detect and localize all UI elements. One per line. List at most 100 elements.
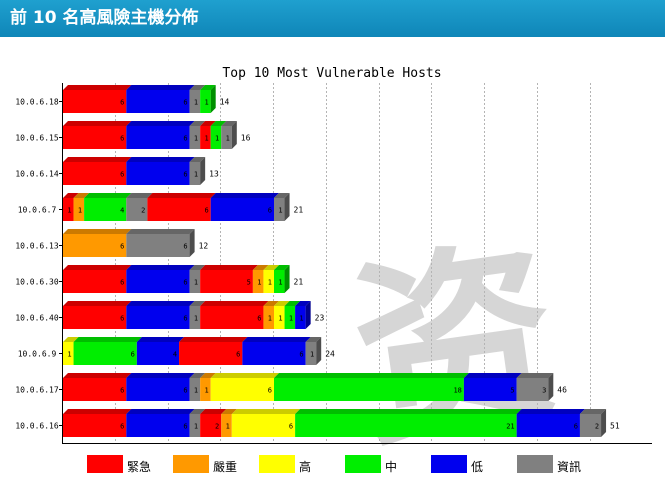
bar-segment-top <box>189 85 206 90</box>
bar-segment <box>200 126 211 149</box>
segment-value-label: 1 <box>194 99 198 107</box>
segment-value-label: 1 <box>194 279 198 287</box>
bar-segment-top <box>126 301 195 306</box>
segment-value-label: 6 <box>183 315 187 323</box>
bar-segment-side <box>284 193 290 221</box>
bar-total-label: 24 <box>325 350 335 359</box>
segment-value-label: 4 <box>120 207 124 215</box>
segment-value-label: 6 <box>183 387 187 395</box>
segment-value-label: 1 <box>78 207 82 215</box>
segment-value-label: 1 <box>194 171 198 179</box>
bar-segment <box>189 306 201 329</box>
segment-value-label: 1 <box>194 135 198 143</box>
bar-segment <box>126 162 190 185</box>
bar-segment-top <box>63 265 132 270</box>
legend-label: 低 <box>471 460 483 474</box>
bar-segment-top <box>200 409 227 414</box>
segment-value-label: 6 <box>120 387 124 395</box>
segment-value-label: 1 <box>204 135 208 143</box>
bar-segment <box>274 198 285 221</box>
segment-value-label: 6 <box>120 279 124 287</box>
bar-segment-top <box>179 337 248 342</box>
bar-segment-top <box>73 193 90 198</box>
chart-title: Top 10 Most Vulnerable Hosts <box>222 66 441 81</box>
segment-value-label: 6 <box>257 315 261 323</box>
bar-segment <box>516 378 549 401</box>
bar-segment-top <box>579 409 607 414</box>
bar-total-label: 46 <box>557 386 567 395</box>
legend-swatch <box>431 455 467 473</box>
bar-segment-side <box>284 265 290 293</box>
bar-segment-top <box>274 373 469 378</box>
segment-value-label: 1 <box>215 135 219 143</box>
bar-segment-top <box>200 85 216 90</box>
segment-value-label: 1 <box>204 99 208 107</box>
bar-segment-top <box>189 301 206 306</box>
segment-value-label: 1 <box>257 279 261 287</box>
watermark-glyph: 资 <box>340 217 570 476</box>
segment-value-label: 1 <box>310 351 314 359</box>
bar-segment-top <box>63 85 132 90</box>
bar-segment <box>126 306 190 329</box>
segment-value-label: 6 <box>183 243 187 251</box>
bar-segment-top <box>263 301 279 306</box>
bar-segment <box>284 306 296 329</box>
segment-value-label: 6 <box>120 423 124 431</box>
legend-label: 中 <box>385 459 397 474</box>
bar-segment <box>263 306 274 329</box>
bar-segment-side <box>548 373 554 401</box>
legend-swatch <box>173 455 209 473</box>
bar-segment <box>252 270 264 293</box>
category-label: 10.0.6.7 <box>18 206 57 215</box>
watermark-logo: 资 <box>340 217 570 476</box>
bar-segment-top <box>189 121 206 126</box>
bar-segment <box>63 342 74 365</box>
segment-value-label: 1 <box>194 315 198 323</box>
legend-label: 嚴重 <box>213 460 237 474</box>
bar-segment-top <box>210 121 227 126</box>
bar-segment-top <box>126 193 153 198</box>
segment-value-label: 1 <box>278 207 282 215</box>
bar-segment <box>84 198 127 221</box>
segment-value-label: 5 <box>510 387 514 395</box>
bar-segment <box>63 378 127 401</box>
page-title: 前 10 名高風險主機分佈 <box>10 8 199 28</box>
category-label: 10.0.6.40 <box>15 314 59 323</box>
bar-segment-top <box>274 193 290 198</box>
legend-swatch <box>259 455 295 473</box>
bar-segment-top <box>274 301 290 306</box>
bar-segment <box>221 414 232 437</box>
bar-segment-side <box>210 85 216 113</box>
segment-value-label: 6 <box>204 207 208 215</box>
chart-legend: 緊急 嚴重 高 中 低 資訊 <box>87 455 581 474</box>
bar-segment <box>63 234 127 257</box>
segment-value-label: 1 <box>194 423 198 431</box>
segment-value-label: 1 <box>268 279 272 287</box>
bar-total-label: 12 <box>199 242 209 251</box>
bar-segment <box>63 270 127 293</box>
legend-label: 高 <box>299 459 311 474</box>
bar-segment-top <box>126 265 195 270</box>
segment-value-label: 1 <box>299 315 303 323</box>
segment-value-label: 4 <box>173 351 177 359</box>
category-label: 10.0.6.13 <box>15 242 59 251</box>
legend-label: 資訊 <box>557 459 581 474</box>
bar-segment <box>516 414 580 437</box>
segment-value-label: 1 <box>226 135 230 143</box>
bar-segment <box>126 414 190 437</box>
bar-segment <box>63 414 127 437</box>
bar-segment-top <box>516 373 554 378</box>
bar-segment-top <box>295 409 522 414</box>
segment-value-label: 6 <box>268 207 272 215</box>
category-label: 10.0.6.16 <box>15 422 59 431</box>
bar-segment-top <box>189 265 206 270</box>
bar-segment-top <box>200 373 216 378</box>
segment-value-label: 5 <box>247 279 251 287</box>
segment-value-label: 1 <box>194 387 198 395</box>
bar-segment <box>189 90 201 113</box>
bar-segment <box>73 198 85 221</box>
bar-segment-top <box>210 193 279 198</box>
segment-value-label: 6 <box>299 351 303 359</box>
bar-segment-top <box>242 337 311 342</box>
bar-segment-top <box>231 409 301 414</box>
